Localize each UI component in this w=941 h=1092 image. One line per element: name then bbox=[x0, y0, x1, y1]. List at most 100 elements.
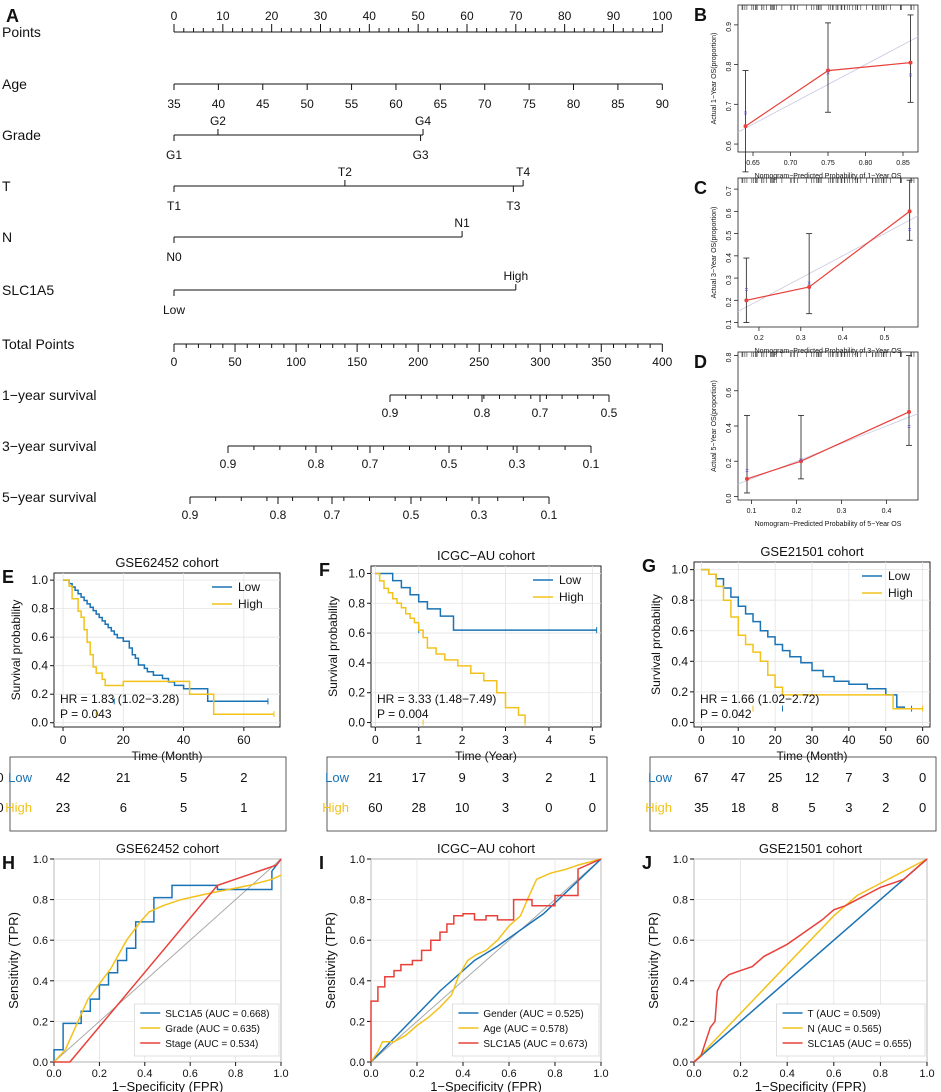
calibration-1yr-observed-point bbox=[743, 124, 748, 129]
km-icgc-au-x-tick-label: 1 bbox=[415, 733, 422, 747]
points-tick-label: 0 bbox=[171, 9, 178, 23]
roc-gse21501-y-tick-label: 0.6 bbox=[673, 935, 688, 947]
one-year-survival-tick-label: 0.8 bbox=[474, 406, 491, 420]
points-tick-label: 50 bbox=[411, 9, 425, 23]
calibration-1yr-y-tick-label: 0.8 bbox=[726, 62, 733, 72]
km-gse21501-x-label: Time (Month) bbox=[777, 749, 848, 763]
km-gse21501-legend-label: High bbox=[888, 586, 913, 600]
age-tick-label: 35 bbox=[167, 97, 181, 111]
roc-gse62452-y-label: Sensitivity (TPR) bbox=[6, 912, 21, 1009]
points-tick-label: 100 bbox=[652, 9, 672, 23]
km-gse21501-risk-value: 25 bbox=[768, 770, 782, 785]
roc-gse62452-title: GSE62452 cohort bbox=[116, 841, 220, 856]
roc-gse21501-y-tick-label: 0.4 bbox=[673, 976, 688, 988]
total-points-tick-label: 400 bbox=[652, 355, 672, 369]
roc-icgc-au-y-tick-label: 0.8 bbox=[350, 895, 365, 907]
km-gse21501-x-tick-label: 20 bbox=[768, 733, 782, 747]
nomogram-row-label: Points bbox=[2, 24, 41, 40]
km-gse21501-y-label: Survival probability bbox=[649, 594, 663, 695]
one-year-survival-tick-label: 0.5 bbox=[601, 406, 618, 420]
age-tick-label: 70 bbox=[478, 97, 492, 111]
calibration-1yr-predicted-point: × bbox=[908, 73, 912, 80]
calibration-1yr-y-tick-label: 0.9 bbox=[726, 22, 733, 32]
panel-letter-j: J bbox=[642, 853, 652, 873]
roc-gse21501-y-label: Sensitivity (TPR) bbox=[646, 912, 661, 1009]
roc-icgc-au-y-tick-label: 0.4 bbox=[350, 976, 365, 988]
roc-gse21501-x-tick-label: 0.8 bbox=[873, 1068, 888, 1080]
total-points-tick-label: 50 bbox=[228, 355, 242, 369]
roc-gse62452-roc-curve bbox=[53, 858, 282, 1062]
km-gse62452-y-tick-label: 1.0 bbox=[31, 573, 48, 587]
roc-gse62452-x-tick-label: 0.8 bbox=[228, 1068, 243, 1080]
age-tick-label: 75 bbox=[522, 97, 536, 111]
km-gse62452-risk-value: 42 bbox=[56, 770, 70, 785]
km-gse62452-risk-value: 5 bbox=[180, 770, 187, 785]
km-icgc-au-x-tick-label: 3 bbox=[502, 733, 509, 747]
calibration-1yr-y-tick-label: 0.7 bbox=[726, 101, 733, 111]
calibration-1yr-predicted-point: × bbox=[743, 110, 747, 117]
slc1a5-tick-label: High bbox=[503, 269, 528, 283]
age-tick-label: 45 bbox=[256, 97, 270, 111]
roc-gse62452-legend-label: Grade (AUC = 0.635) bbox=[165, 1024, 260, 1035]
km-gse21501-y-tick-label: 0.8 bbox=[671, 593, 688, 607]
five-year-survival-tick-label: 0.3 bbox=[471, 508, 488, 522]
calibration-3yr-x-tick-label: 0.5 bbox=[880, 335, 890, 342]
km-icgc-au-risk-value: 0 bbox=[589, 800, 596, 815]
calibration-3yr-y-label: Actual 3−Year OS(proportion) bbox=[711, 207, 718, 299]
km-icgc-au-risk-value: 3 bbox=[502, 770, 509, 785]
panel-letter-g: G bbox=[642, 556, 656, 576]
km-gse21501-title: GSE21501 cohort bbox=[760, 544, 864, 559]
calibration-3yr-calibration-line bbox=[746, 210, 910, 301]
grade-tick-label: G4 bbox=[415, 114, 431, 128]
roc-gse62452-x-label: 1−Specificity (FPR) bbox=[112, 1079, 224, 1092]
km-gse21501-risk-row-label: Low bbox=[648, 770, 672, 785]
roc-gse21501-x-label: 1−Specificity (FPR) bbox=[755, 1079, 867, 1092]
km-gse21501-y-tick-label: 1.0 bbox=[671, 563, 688, 577]
calibration-3yr-y-tick-label: 0.1 bbox=[726, 320, 733, 330]
km-gse21501-y-tick-label: 0.0 bbox=[671, 715, 688, 729]
panel-letter-h: H bbox=[2, 853, 15, 873]
km-gse62452-risk-value: 23 bbox=[56, 800, 70, 815]
km-gse21501-y-tick-label: 0.4 bbox=[671, 654, 688, 668]
age-tick-label: 40 bbox=[212, 97, 226, 111]
roc-icgc-au-legend-label: Age (AUC = 0.578) bbox=[483, 1024, 568, 1035]
nomogram-row-label: N bbox=[2, 229, 12, 245]
calibration-3yr-x-tick-label: 0.2 bbox=[754, 335, 764, 342]
km-gse21501-risk-value: 0 bbox=[919, 800, 926, 815]
roc-icgc-au-legend-label: SLC1A5 (AUC = 0.673) bbox=[483, 1039, 587, 1050]
grade-tick-label: G3 bbox=[413, 148, 429, 162]
nomogram-row-label: SLC1A5 bbox=[2, 282, 54, 298]
roc-gse62452-y-tick-label: 0.0 bbox=[33, 1057, 48, 1069]
roc-gse62452-y-tick-label: 0.6 bbox=[33, 935, 48, 947]
km-gse62452-risk-value: 6 bbox=[120, 800, 127, 815]
age-tick-label: 50 bbox=[300, 97, 314, 111]
three-year-survival-tick-label: 0.8 bbox=[308, 457, 325, 471]
roc-icgc-au-roc-curve bbox=[370, 858, 602, 1063]
points-tick-label: 40 bbox=[363, 9, 377, 23]
km-gse21501-x-tick-label: 40 bbox=[842, 733, 856, 747]
calibration-5yr-y-tick-label: 0.6 bbox=[726, 388, 733, 398]
calibration-5yr-calibration-line bbox=[746, 411, 910, 480]
km-gse21501-risk-value: 7 bbox=[845, 770, 852, 785]
roc-icgc-au-x-tick-label: 0.4 bbox=[455, 1068, 470, 1080]
panel-letter-a: A bbox=[6, 6, 19, 26]
nomogram-row-label: 5−year survival bbox=[2, 489, 97, 505]
nomogram-row-label: T bbox=[2, 178, 11, 194]
total-points-tick-label: 250 bbox=[469, 355, 489, 369]
three-year-survival-tick-label: 0.3 bbox=[509, 457, 526, 471]
calibration-3yr-x-tick-label: 0.3 bbox=[796, 335, 806, 342]
calibration-3yr-ideal-line bbox=[737, 215, 919, 312]
km-gse21501-y-tick-label: 0.2 bbox=[671, 685, 688, 699]
km-gse21501-risk-value: 18 bbox=[731, 800, 745, 815]
five-year-survival-tick-label: 0.8 bbox=[270, 508, 287, 522]
calibration-5yr-observed-point bbox=[799, 459, 803, 464]
age-tick-label: 55 bbox=[345, 97, 359, 111]
km-icgc-au-x-tick-label: 4 bbox=[546, 733, 553, 747]
km-gse62452-hr-text: HR = 1.83 (1.02−3.28) bbox=[60, 692, 179, 706]
km-gse21501-x-tick-label: 60 bbox=[916, 733, 930, 747]
points-tick-label: 80 bbox=[558, 9, 572, 23]
total-points-tick-label: 150 bbox=[347, 355, 367, 369]
km-gse21501-p-text: P = 0.042 bbox=[700, 707, 752, 721]
km-gse21501-risk-value: 5 bbox=[808, 800, 815, 815]
